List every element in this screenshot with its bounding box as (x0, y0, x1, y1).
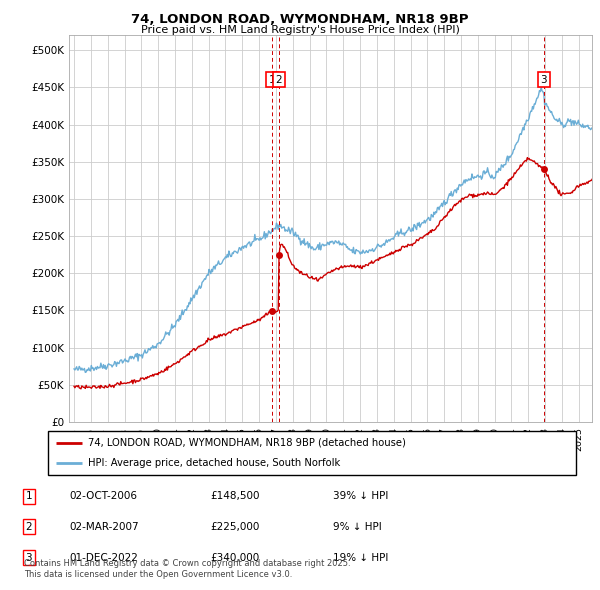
Text: 19% ↓ HPI: 19% ↓ HPI (333, 553, 388, 562)
Text: £148,500: £148,500 (210, 491, 260, 501)
Text: 39% ↓ HPI: 39% ↓ HPI (333, 491, 388, 501)
Text: 1: 1 (268, 75, 275, 85)
Text: 1: 1 (25, 491, 32, 501)
Text: 3: 3 (25, 553, 32, 562)
Text: 2: 2 (275, 75, 282, 85)
Text: HPI: Average price, detached house, South Norfolk: HPI: Average price, detached house, Sout… (88, 458, 340, 468)
Text: 74, LONDON ROAD, WYMONDHAM, NR18 9BP: 74, LONDON ROAD, WYMONDHAM, NR18 9BP (131, 13, 469, 26)
Text: Contains HM Land Registry data © Crown copyright and database right 2025.
This d: Contains HM Land Registry data © Crown c… (24, 559, 350, 579)
Text: 9% ↓ HPI: 9% ↓ HPI (333, 522, 382, 532)
Text: 02-MAR-2007: 02-MAR-2007 (69, 522, 139, 532)
Text: £225,000: £225,000 (210, 522, 259, 532)
Text: Price paid vs. HM Land Registry's House Price Index (HPI): Price paid vs. HM Land Registry's House … (140, 25, 460, 35)
Text: 2: 2 (25, 522, 32, 532)
Text: 3: 3 (541, 75, 547, 85)
Text: 02-OCT-2006: 02-OCT-2006 (69, 491, 137, 501)
Text: 01-DEC-2022: 01-DEC-2022 (69, 553, 138, 562)
Text: £340,000: £340,000 (210, 553, 259, 562)
Text: 74, LONDON ROAD, WYMONDHAM, NR18 9BP (detached house): 74, LONDON ROAD, WYMONDHAM, NR18 9BP (de… (88, 438, 406, 448)
